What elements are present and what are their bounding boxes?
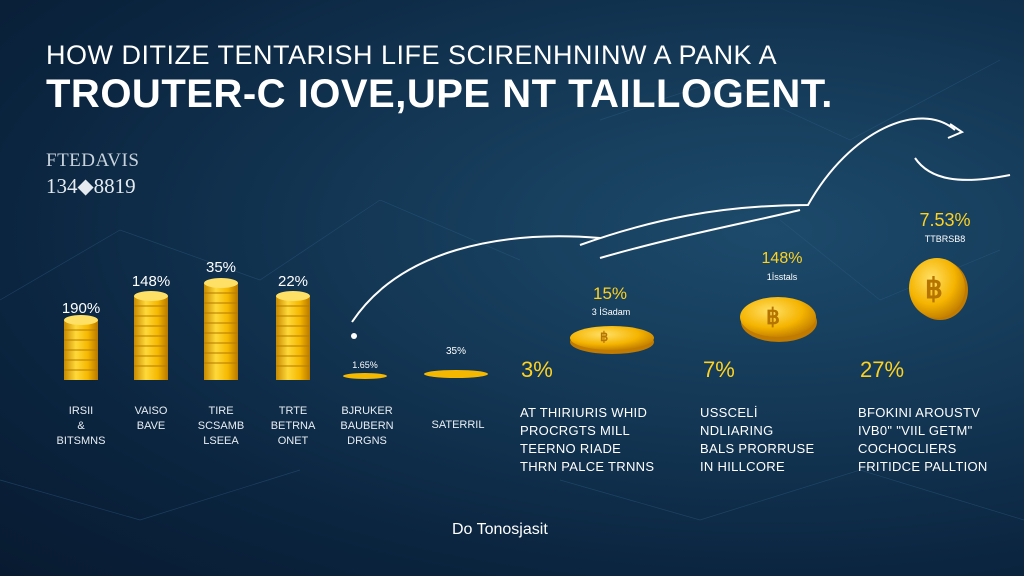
coin-3-sublabel: TTBRSB8 xyxy=(924,234,966,244)
stack-2-percent: 148% xyxy=(131,273,171,290)
coin-stack-3 xyxy=(204,278,238,380)
network-lines xyxy=(0,59,1024,521)
dot-marker xyxy=(351,333,357,339)
flat-coin-2-label: SATERRIL xyxy=(431,419,485,431)
stack-4-percent: 22% xyxy=(277,273,309,290)
coin-stack-4 xyxy=(276,291,310,380)
side-stat-label: FTEDAVIS xyxy=(46,150,140,171)
arrow-curve-2 xyxy=(579,117,956,246)
stack-2-label: VAISO BAVE xyxy=(134,405,168,432)
coin-2-percent: 148% xyxy=(761,250,803,267)
footer-caption: Do Tonosjasit xyxy=(452,521,548,538)
flat-coin-1 xyxy=(343,373,387,379)
highlight-2-percent: 7% xyxy=(703,357,735,382)
big-coin-3 xyxy=(909,258,968,320)
arrow-curve-3 xyxy=(599,209,801,259)
highlight-1-text: AT THIRIURIS WHID PROCRGTS MILL TEERNO R… xyxy=(520,405,655,474)
flat-coin-1-percent: 1.65% xyxy=(352,360,378,370)
highlight-3-percent: 27% xyxy=(860,357,905,382)
flat-coin-2-percent: 35% xyxy=(445,346,466,357)
coin-3-percent: 7.53% xyxy=(919,210,971,230)
highlight-1-percent: 3% xyxy=(521,357,553,382)
coin-stack-2 xyxy=(134,291,168,380)
coin-2-sublabel: 1İsstals xyxy=(766,272,798,282)
stack-3-percent: 35% xyxy=(205,259,237,276)
title-line-2: TROUTER-C IOVE,UPE NT TAILLOGENT. xyxy=(46,72,833,116)
big-coin-1 xyxy=(570,326,654,354)
coin-stack-1 xyxy=(64,315,98,380)
stack-1-label: IRSII & BITSMNS xyxy=(56,405,106,447)
coin-1-percent: 15% xyxy=(592,284,628,303)
big-coin-2 xyxy=(740,297,817,342)
bitcoin-icon: ฿ xyxy=(766,304,780,329)
flat-coin-2 xyxy=(424,370,488,378)
growth-arrows xyxy=(351,117,1011,323)
stack-4-label: TRTE BETRNA ONET xyxy=(270,405,316,447)
highlight-3-text: BFOKINI AROUSTV IVB0" "VIIL GETM" COCHOC… xyxy=(858,405,988,474)
stack-3-label: TIRE SCSAMB LSEEA xyxy=(197,405,245,447)
bitcoin-icon: ฿ xyxy=(600,329,609,344)
arrow-curve-1 xyxy=(351,235,601,323)
arrow-head-icon xyxy=(947,123,965,139)
highlight-2-text: USSCELİ NDLIARING BALS PRORRUSE IN HILLC… xyxy=(700,405,815,474)
flat-coin-1-label: BJRUKER BAUBERN DRGNS xyxy=(340,405,394,447)
side-stat-value: 134◆8819 xyxy=(46,174,136,198)
title-line-1: HOW DITIZE TENTARISH LIFE SCIRENHNINW A … xyxy=(46,40,778,70)
arrow-curve-4 xyxy=(914,157,1011,181)
bitcoin-icon: ฿ xyxy=(925,273,943,304)
coin-1-sublabel: 3 İSadam xyxy=(591,307,631,317)
stack-1-percent: 190% xyxy=(61,300,101,317)
